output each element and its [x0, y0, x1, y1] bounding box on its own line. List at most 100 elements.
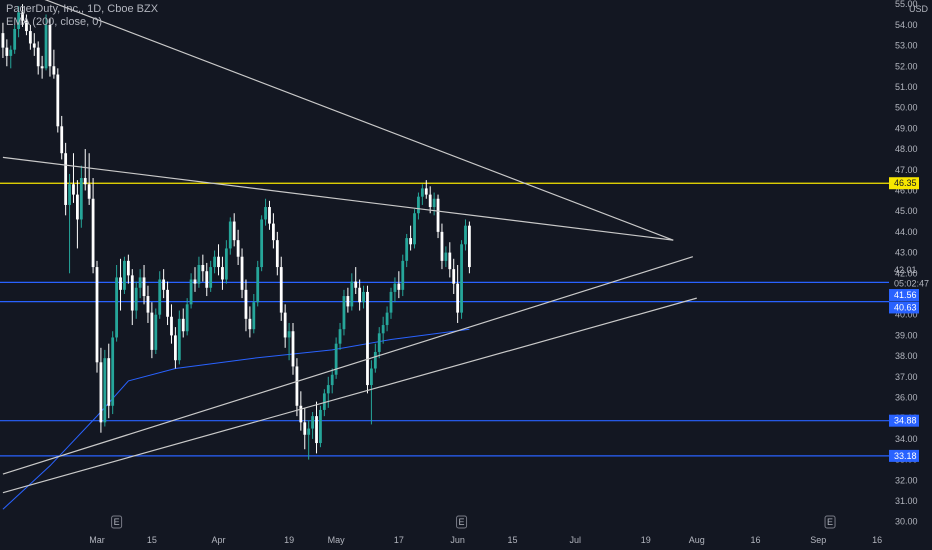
- trend-line: [2, 256, 694, 475]
- candle-body: [362, 291, 365, 303]
- trend-line: [44, 0, 674, 241]
- x-tick-label: 16: [751, 535, 761, 545]
- price-tag-label: 40.63: [894, 302, 917, 312]
- candle-body: [79, 178, 83, 220]
- earnings-marker-label: E: [114, 517, 120, 527]
- candle-body: [1, 33, 5, 48]
- candle-body: [40, 66, 44, 69]
- y-tick-label: 34.00: [895, 434, 918, 444]
- symbol-title[interactable]: PagerDuty, Inc., 1D, Cboe BZX: [6, 3, 159, 15]
- candle-body: [221, 267, 224, 280]
- candle-body: [260, 219, 264, 268]
- candle-body: [162, 279, 166, 290]
- candle-body: [334, 343, 338, 375]
- y-tick-label: 40.00: [895, 310, 918, 320]
- candle-body: [154, 314, 158, 350]
- candle-body: [385, 312, 389, 326]
- price-tag-label: 46.35: [894, 178, 917, 188]
- candle-body: [158, 279, 162, 315]
- candle-body: [405, 238, 409, 261]
- candle-body: [185, 304, 189, 332]
- candle-body: [17, 12, 20, 29]
- candle-body: [142, 277, 146, 297]
- candle-body: [115, 277, 118, 338]
- x-tick-label: Mar: [89, 535, 105, 545]
- candle-body: [126, 260, 130, 276]
- candle-body: [342, 296, 346, 330]
- y-tick-label: 36.00: [895, 393, 918, 403]
- candle-body: [346, 296, 350, 307]
- y-tick-label: 53.00: [895, 41, 918, 51]
- y-tick-label: 55.00: [895, 0, 918, 9]
- candle-body: [44, 24, 48, 69]
- earnings-marker-label: E: [459, 517, 465, 527]
- price-tag-box: [889, 449, 919, 462]
- candle-body: [275, 240, 279, 268]
- x-tick-label: 17: [394, 535, 404, 545]
- candle-body: [330, 374, 334, 386]
- price-tag-label: 34.88: [894, 416, 917, 426]
- candle-body: [107, 358, 111, 406]
- candle-body: [177, 318, 181, 361]
- candle-body: [264, 207, 267, 220]
- candle-body: [272, 223, 275, 241]
- candle-body: [256, 267, 260, 303]
- candle-body: [358, 287, 362, 303]
- candle-body: [224, 248, 228, 280]
- candle-body: [48, 24, 52, 67]
- candle-body: [217, 256, 220, 268]
- candle-body: [377, 333, 381, 352]
- candle-body: [338, 329, 342, 344]
- price-tag-box: [889, 177, 919, 190]
- trend-line: [2, 156, 674, 241]
- candle-body: [460, 244, 463, 313]
- earnings-marker: [824, 515, 836, 529]
- candle-body: [91, 198, 95, 268]
- candle-body: [311, 416, 314, 429]
- x-tick-label: 19: [284, 535, 294, 545]
- candle-body: [397, 283, 401, 290]
- candle-body: [170, 316, 173, 336]
- candle-body: [5, 47, 9, 56]
- y-tick-label: 46.00: [895, 185, 918, 195]
- candle-body: [36, 47, 40, 67]
- candle-body: [315, 416, 318, 444]
- y-tick-label: 48.00: [895, 144, 918, 154]
- candle-body: [60, 126, 64, 154]
- candle-body: [201, 265, 205, 272]
- y-tick-label: 44.00: [895, 227, 918, 237]
- x-tick-label: Aug: [689, 535, 705, 545]
- candle-body: [464, 225, 467, 245]
- candle-body: [283, 312, 287, 338]
- earnings-marker: [456, 515, 468, 529]
- candle-body: [213, 256, 216, 268]
- candle-body: [240, 256, 244, 290]
- x-tick-label: 16: [872, 535, 882, 545]
- indicator-label[interactable]: EMA (200, close, 0): [6, 16, 102, 28]
- price-tag-label: 05:02:47: [894, 279, 929, 289]
- candle-body: [420, 188, 424, 197]
- candle-body: [448, 252, 452, 270]
- candle-body: [303, 422, 307, 435]
- candle-body: [432, 198, 436, 208]
- candle-body: [21, 12, 24, 21]
- x-tick-label: Jun: [450, 535, 465, 545]
- x-tick-label: Jul: [569, 535, 581, 545]
- candle-body: [193, 279, 197, 284]
- chart-legend[interactable]: PagerDuty, Inc., 1D, Cboe BZX EMA (200, …: [6, 3, 158, 29]
- y-tick-label: 49.00: [895, 123, 918, 133]
- y-tick-label: 54.00: [895, 20, 918, 30]
- candle-body: [350, 281, 354, 307]
- y-tick-label: 45.00: [895, 206, 918, 216]
- candle-body: [417, 196, 420, 214]
- candle-body: [56, 74, 60, 127]
- candle-body: [83, 178, 87, 185]
- x-tick-label: Apr: [212, 535, 226, 545]
- y-tick-label: 37.00: [895, 372, 918, 382]
- candle-body: [87, 184, 91, 199]
- candle-body: [9, 49, 13, 56]
- candle-body: [123, 260, 126, 290]
